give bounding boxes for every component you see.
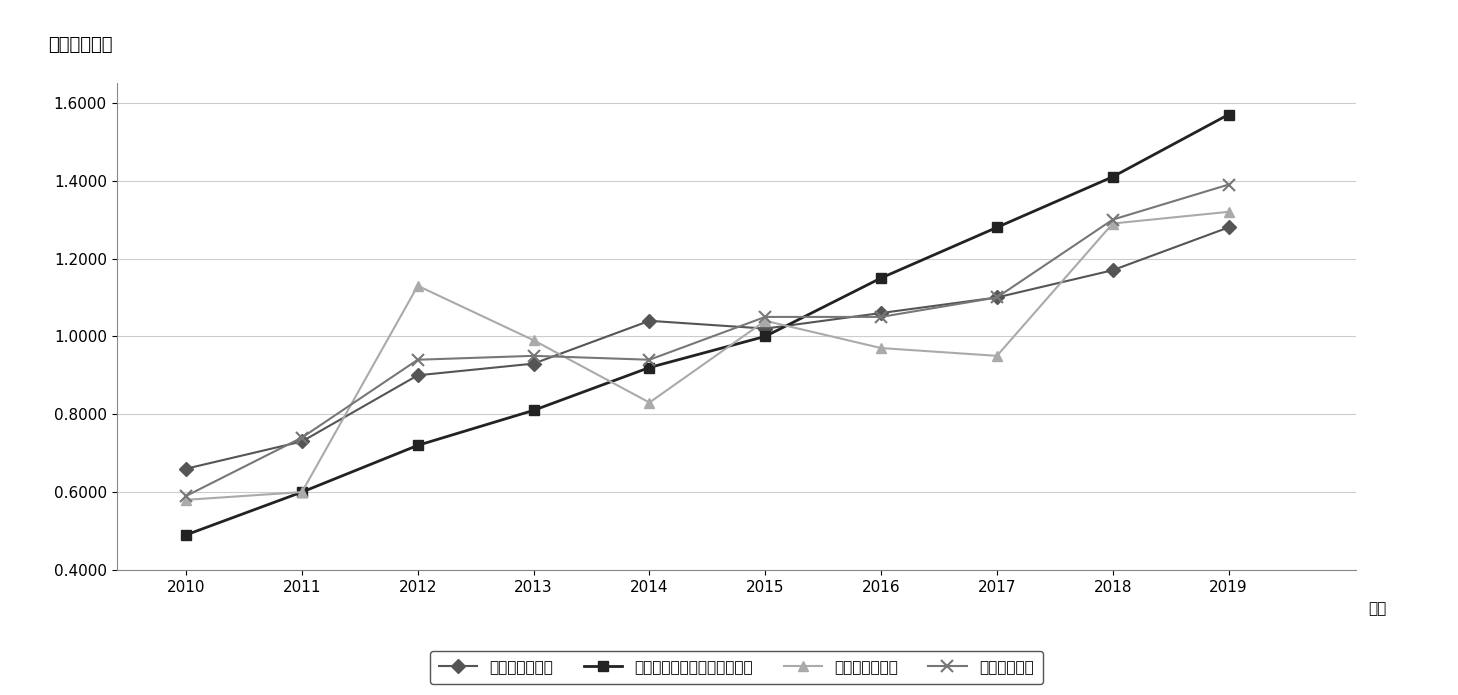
三种专利授权量: [989, 352, 1006, 360]
研究与试验发展经费内部支出: [178, 531, 195, 539]
研究与试验发展经费内部支出: [757, 332, 774, 341]
研究与试验发展经费内部支出: [1104, 172, 1121, 181]
Text: 科技创新得分: 科技创新得分: [48, 36, 112, 54]
科技创新能力: [989, 293, 1006, 302]
研究与试验发展经费内部支出: [1220, 111, 1238, 119]
科技创新能力: [1104, 215, 1121, 224]
研究与试验发展经费内部支出: [293, 488, 311, 496]
科技活动人员数: [757, 325, 774, 333]
三种专利授权量: [525, 336, 542, 345]
科技活动人员数: [525, 359, 542, 368]
三种专利授权量: [757, 317, 774, 325]
Line: 科技创新能力: 科技创新能力: [179, 179, 1235, 502]
科技活动人员数: [410, 371, 427, 379]
Text: 年份: 年份: [1368, 601, 1387, 616]
科技活动人员数: [293, 437, 311, 445]
Line: 三种专利授权量: 三种专利授权量: [181, 207, 1233, 505]
科技活动人员数: [640, 317, 658, 325]
Line: 科技活动人员数: 科技活动人员数: [181, 222, 1233, 473]
科技活动人员数: [872, 309, 889, 317]
三种专利授权量: [1220, 208, 1238, 216]
科技创新能力: [872, 313, 889, 321]
三种专利授权量: [178, 496, 195, 504]
Line: 研究与试验发展经费内部支出: 研究与试验发展经费内部支出: [181, 110, 1233, 540]
科技活动人员数: [989, 293, 1006, 302]
研究与试验发展经费内部支出: [640, 363, 658, 372]
科技创新能力: [178, 492, 195, 500]
科技活动人员数: [1104, 266, 1121, 275]
科技活动人员数: [178, 464, 195, 473]
三种专利授权量: [640, 398, 658, 407]
科技创新能力: [757, 313, 774, 321]
科技活动人员数: [1220, 223, 1238, 231]
三种专利授权量: [410, 281, 427, 290]
Legend: 科技活动人员数, 研究与试验发展经费内部支出, 三种专利授权量, 科技创新能力: 科技活动人员数, 研究与试验发展经费内部支出, 三种专利授权量, 科技创新能力: [430, 651, 1042, 684]
科技创新能力: [1220, 181, 1238, 189]
三种专利授权量: [293, 488, 311, 496]
研究与试验发展经费内部支出: [525, 406, 542, 414]
科技创新能力: [410, 356, 427, 364]
科技创新能力: [525, 352, 542, 360]
研究与试验发展经费内部支出: [989, 223, 1006, 231]
研究与试验发展经费内部支出: [410, 441, 427, 450]
研究与试验发展经费内部支出: [872, 274, 889, 282]
三种专利授权量: [872, 344, 889, 352]
科技创新能力: [640, 356, 658, 364]
科技创新能力: [293, 434, 311, 442]
三种专利授权量: [1104, 220, 1121, 228]
